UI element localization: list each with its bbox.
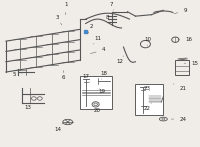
Text: 14: 14 <box>54 122 64 132</box>
Circle shape <box>66 121 69 123</box>
Text: 21: 21 <box>173 84 186 91</box>
Text: 11: 11 <box>94 36 101 44</box>
Ellipse shape <box>159 117 167 121</box>
Circle shape <box>92 102 99 107</box>
Text: 17: 17 <box>82 74 90 82</box>
FancyBboxPatch shape <box>175 60 189 75</box>
Text: 15: 15 <box>184 61 198 66</box>
Bar <box>135 84 163 115</box>
Text: 12: 12 <box>116 56 124 64</box>
Text: 18: 18 <box>100 71 107 79</box>
Text: 8: 8 <box>106 15 110 20</box>
Bar <box>84 30 87 33</box>
Text: 6: 6 <box>62 71 65 80</box>
Text: 10: 10 <box>144 37 151 46</box>
Text: 5: 5 <box>12 72 23 77</box>
Circle shape <box>172 37 179 42</box>
Text: 4: 4 <box>90 47 105 54</box>
Text: 16: 16 <box>178 37 192 42</box>
Text: 19: 19 <box>98 89 105 94</box>
Text: 7: 7 <box>110 2 114 10</box>
Text: 22: 22 <box>144 103 151 111</box>
Circle shape <box>94 103 97 106</box>
Circle shape <box>37 97 42 100</box>
Text: 24: 24 <box>171 117 186 122</box>
Text: 2: 2 <box>88 24 93 34</box>
Bar <box>80 76 112 109</box>
Circle shape <box>31 97 36 100</box>
Text: 13: 13 <box>24 100 36 110</box>
Circle shape <box>162 118 165 120</box>
Ellipse shape <box>63 119 73 125</box>
Text: 3: 3 <box>56 15 62 25</box>
Text: 20: 20 <box>94 104 101 113</box>
Text: 23: 23 <box>144 86 151 91</box>
Circle shape <box>140 40 150 48</box>
Text: 1: 1 <box>64 2 67 15</box>
Text: 9: 9 <box>174 8 187 14</box>
